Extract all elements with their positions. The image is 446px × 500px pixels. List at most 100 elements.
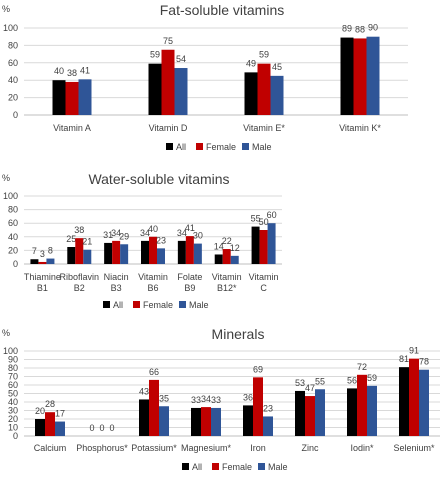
bar-all bbox=[295, 390, 305, 436]
bar-all bbox=[340, 37, 354, 115]
bar-all bbox=[67, 247, 76, 264]
bar-male bbox=[267, 223, 276, 264]
bar-male bbox=[263, 416, 273, 436]
data-label: 34 bbox=[111, 228, 121, 238]
bar-all bbox=[35, 419, 45, 436]
bar-male bbox=[366, 36, 380, 116]
data-label: 59 bbox=[259, 50, 269, 60]
bar-female bbox=[353, 38, 367, 115]
data-label: 45 bbox=[272, 62, 282, 72]
y-tick-label: 40 bbox=[8, 397, 18, 407]
bar-female bbox=[357, 374, 367, 436]
legend-label: Male bbox=[189, 300, 209, 310]
legend-label: All bbox=[192, 462, 202, 472]
y-tick-label: 0 bbox=[13, 431, 18, 441]
data-label: 28 bbox=[45, 399, 55, 409]
y-tick-label: 0 bbox=[13, 259, 18, 269]
y-tick-label: 20 bbox=[8, 245, 18, 255]
data-label: 30 bbox=[193, 231, 203, 241]
bar-all bbox=[177, 240, 186, 264]
bar-male bbox=[230, 255, 239, 264]
data-label: 81 bbox=[399, 354, 409, 364]
data-label: 40 bbox=[54, 66, 64, 76]
data-label: 0 bbox=[109, 423, 114, 433]
x-category-label: Riboflavin B2 bbox=[60, 272, 100, 293]
data-label: 0 bbox=[99, 423, 104, 433]
bar-all bbox=[347, 388, 357, 436]
bar-all bbox=[104, 242, 113, 264]
x-category-label: Vitamin D bbox=[149, 123, 188, 133]
x-category-label: Thiamine B1 bbox=[24, 272, 61, 293]
y-unit-label: % bbox=[2, 4, 10, 14]
bar-female bbox=[253, 377, 263, 436]
legend-swatch-all bbox=[182, 463, 189, 470]
y-tick-label: 10 bbox=[8, 423, 18, 433]
y-tick-label: 80 bbox=[8, 205, 18, 215]
data-label: 69 bbox=[253, 364, 263, 374]
chart-title: Water-soluble vitamins bbox=[88, 171, 229, 187]
y-tick-label: 0 bbox=[13, 110, 18, 120]
data-label: 34 bbox=[201, 394, 211, 404]
data-label: 29 bbox=[119, 231, 129, 241]
y-tick-label: 20 bbox=[8, 414, 18, 424]
bar-male bbox=[419, 369, 429, 436]
data-label: 56 bbox=[347, 375, 357, 385]
legend-swatch-male bbox=[179, 301, 186, 308]
x-category-label: Vitamin B12* bbox=[212, 272, 242, 293]
bar-all bbox=[148, 63, 162, 115]
bar-female bbox=[185, 236, 194, 264]
data-label: 49 bbox=[246, 58, 256, 68]
x-category-label: Magnesium* bbox=[181, 443, 232, 453]
x-category-label: Calcium bbox=[34, 443, 67, 453]
bar-female bbox=[161, 49, 175, 115]
y-tick-label: 60 bbox=[8, 58, 18, 68]
x-category-label: Vitamin C bbox=[249, 272, 279, 293]
data-label: 31 bbox=[103, 230, 113, 240]
bar-male bbox=[55, 421, 65, 436]
legend-label: Female bbox=[222, 462, 252, 472]
data-label: 34 bbox=[177, 228, 187, 238]
y-unit-label: % bbox=[2, 173, 10, 183]
legend-label: Male bbox=[268, 462, 288, 472]
chart-3: Minerals%0102030405060708090100202817Cal… bbox=[2, 326, 440, 472]
bar-female bbox=[409, 358, 419, 436]
data-label: 14 bbox=[214, 241, 224, 251]
data-label: 20 bbox=[35, 406, 45, 416]
bar-male bbox=[159, 406, 169, 436]
bar-female bbox=[259, 230, 268, 264]
y-tick-label: 20 bbox=[8, 93, 18, 103]
bar-male bbox=[193, 243, 202, 264]
legend-swatch-male bbox=[258, 463, 265, 470]
data-label: 33 bbox=[211, 395, 221, 405]
bar-male bbox=[120, 244, 129, 264]
data-label: 25 bbox=[66, 234, 76, 244]
data-label: 54 bbox=[176, 54, 186, 64]
data-label: 50 bbox=[259, 217, 269, 227]
data-label: 90 bbox=[368, 23, 378, 33]
bar-all bbox=[191, 407, 201, 436]
data-label: 41 bbox=[185, 223, 195, 233]
bar-male bbox=[78, 79, 92, 115]
y-tick-label: 90 bbox=[8, 355, 18, 365]
data-label: 38 bbox=[67, 68, 77, 78]
bar-female bbox=[222, 249, 231, 264]
x-category-label: Iodin* bbox=[350, 443, 374, 453]
legend-swatch-male bbox=[242, 143, 249, 150]
data-label: 23 bbox=[263, 403, 273, 413]
data-label: 36 bbox=[243, 392, 253, 402]
data-label: 38 bbox=[74, 225, 84, 235]
y-tick-label: 60 bbox=[8, 380, 18, 390]
bar-male bbox=[174, 68, 188, 115]
bar-male bbox=[211, 407, 221, 436]
data-label: 55 bbox=[251, 214, 261, 224]
bar-all bbox=[139, 399, 149, 436]
x-category-label: Niacin B3 bbox=[104, 272, 129, 293]
data-label: 43 bbox=[139, 386, 149, 396]
data-label: 3 bbox=[40, 249, 45, 259]
legend-swatch-female bbox=[196, 143, 203, 150]
data-label: 33 bbox=[191, 395, 201, 405]
data-label: 78 bbox=[419, 357, 429, 367]
bar-all bbox=[399, 367, 409, 436]
data-label: 35 bbox=[159, 393, 169, 403]
bar-female bbox=[45, 412, 55, 436]
